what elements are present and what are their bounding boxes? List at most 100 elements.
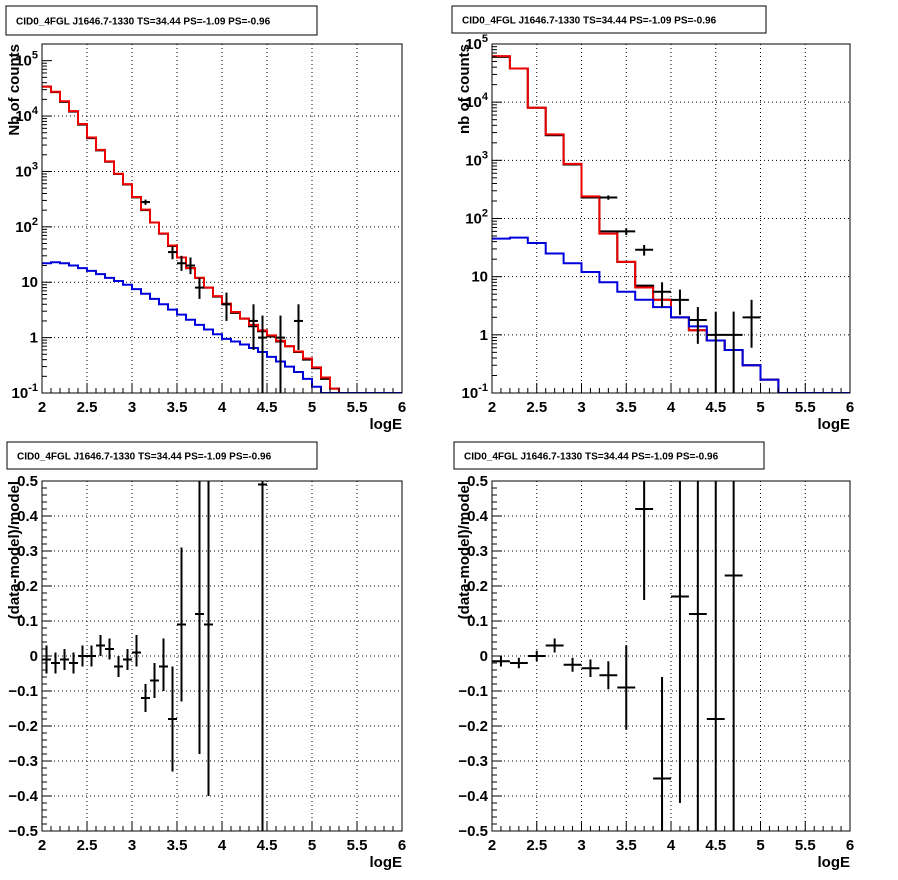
counts-left-point <box>177 255 186 271</box>
counts-left-title-box <box>5 5 318 36</box>
resid-right-point <box>617 645 636 730</box>
resid-right-point <box>635 481 654 600</box>
counts-left-x-tick-label: 2.5 <box>77 399 98 416</box>
counts-left-y-tick-label: 1 <box>30 330 38 347</box>
resid-right-point <box>527 650 546 662</box>
resid-left-point <box>195 481 204 754</box>
counts-left-point <box>141 199 150 205</box>
counts-left-point <box>258 315 267 393</box>
counts-right-y-tick-label: 105 <box>465 33 488 53</box>
resid-right-x-tick-label: 4 <box>667 837 676 854</box>
resid-left-y-tick-label: 0 <box>30 648 38 665</box>
resid-right-y-tick-label: −0.1 <box>458 683 488 700</box>
resid-left-x-tick-label: 2.5 <box>77 837 98 854</box>
resid-left-point <box>159 638 168 691</box>
resid-right-panel: CID0_4FGL J1646.7-1330 TS=34.44 PS=-1.09… <box>453 441 854 871</box>
counts-right-y-tick-label: 1 <box>480 327 488 344</box>
counts-right-x-tick-label: 3 <box>577 399 585 416</box>
counts-right-point <box>671 289 689 315</box>
resid-right-y-tick-label: −0.5 <box>458 823 488 840</box>
resid-right-y-tick-label: 0.2 <box>467 578 488 595</box>
resid-left-x-axis: 2 2.5 3 3.5 4 4.5 5 5.5 6 <box>38 821 406 854</box>
counts-left-panel: CID0_4FGL J1646.7-1330 TS=34.44 PS=-1.09… <box>5 5 406 433</box>
resid-right-x-tick-label: 5.5 <box>795 837 816 854</box>
counts-left-point <box>195 277 204 299</box>
counts-left-y-tick-label: 104 <box>15 105 39 125</box>
counts-left-y-axis: 10-1 1 10 102 103 104 105 <box>12 50 52 402</box>
resid-left-point <box>69 652 78 674</box>
resid-left-point <box>168 666 177 772</box>
counts-left-point <box>276 315 285 393</box>
counts-right-series-2 <box>492 236 850 393</box>
counts-left-title: CID0_4FGL J1646.7-1330 TS=34.44 PS=-1.09… <box>16 17 271 28</box>
counts-left-x-label: logE <box>370 416 403 433</box>
resid-left-y-axis: −0.5 −0.4 −0.3 −0.2 −0.1 0 0.1 0.2 0.3 0.4 0.5 <box>8 473 52 840</box>
resid-left-point <box>96 635 105 656</box>
resid-right-x-tick-label: 6 <box>846 837 854 854</box>
resid-right-y-tick-label: 0.1 <box>467 613 488 630</box>
resid-right-point <box>563 657 582 672</box>
counts-right-y-tick-label: 10-1 <box>462 382 488 402</box>
resid-right-plot-area <box>492 481 743 831</box>
resid-left-x-tick-label: 4 <box>218 837 227 854</box>
counts-right-x-tick-label: 4.5 <box>705 399 726 416</box>
counts-left-plot-area <box>42 85 402 393</box>
resid-left-grid <box>42 481 402 831</box>
counts-left-x-tick-label: 5 <box>308 399 316 416</box>
resid-right-point <box>671 481 689 803</box>
counts-right-y-tick-label: 103 <box>465 149 488 169</box>
resid-left-point <box>132 635 141 667</box>
resid-left-point <box>204 481 213 796</box>
resid-right-y-tick-label: 0.3 <box>467 543 488 560</box>
counts-left-point <box>186 257 195 275</box>
resid-left-y-tick-label: −0.4 <box>8 788 38 805</box>
resid-left-plot-area <box>42 481 267 831</box>
counts-left-x-tick-label: 5.5 <box>347 399 368 416</box>
resid-left-y-tick-label: −0.3 <box>8 753 38 770</box>
counts-right-x-tick-label: 2 <box>488 399 496 416</box>
resid-right-point <box>492 656 510 667</box>
counts-right-point <box>635 245 654 256</box>
counts-left-point <box>222 292 231 321</box>
counts-right-point <box>724 311 743 393</box>
resid-right-x-axis: 2 2.5 3 3.5 4 4.5 5 5.5 6 <box>488 821 854 854</box>
counts-left-x-tick-label: 2 <box>38 399 46 416</box>
resid-right-y-tick-label: −0.3 <box>458 753 488 770</box>
counts-right-x-tick-label: 5 <box>756 399 764 416</box>
resid-right-x-tick-label: 5 <box>756 837 764 854</box>
resid-left-x-tick-label: 5 <box>308 837 316 854</box>
resid-right-point <box>581 659 600 677</box>
counts-right-y-axis: 10-1 1 10 102 103 104 105 <box>462 33 502 402</box>
counts-left-y-tick-label: 10 <box>21 274 38 291</box>
resid-right-y-tick-label: 0 <box>480 648 488 665</box>
counts-right-y-tick-label: 102 <box>465 208 488 228</box>
counts-left-point <box>294 304 303 350</box>
counts-left-point <box>249 304 258 350</box>
resid-left-y-tick-label: 0.1 <box>17 613 38 630</box>
resid-left-point <box>105 638 114 660</box>
counts-right-panel: CID0_4FGL J1646.7-1330 TS=34.44 PS=-1.09… <box>451 5 854 433</box>
counts-left-x-tick-label: 3.5 <box>167 399 188 416</box>
resid-right-y-axis: −0.5 −0.4 −0.3 −0.2 −0.1 0 0.1 0.2 0.3 0.4 0.5 <box>458 473 502 840</box>
resid-right-x-tick-label: 2.5 <box>526 837 547 854</box>
counts-right-point <box>653 282 671 308</box>
resid-left-point <box>114 656 123 677</box>
resid-left-point <box>60 649 69 670</box>
resid-right-point <box>599 661 618 690</box>
resid-left-title: CID0_4FGL J1646.7-1330 TS=34.44 PS=-1.09… <box>17 452 272 463</box>
resid-left-y-tick-label: 0.4 <box>17 508 39 525</box>
counts-right-x-tick-label: 4 <box>667 399 676 416</box>
resid-left-point <box>177 547 186 702</box>
resid-left-x-tick-label: 4.5 <box>257 837 278 854</box>
counts-left-x-tick-label: 4 <box>218 399 227 416</box>
resid-right-y-tick-label: 0.5 <box>467 473 488 490</box>
resid-right-x-tick-label: 4.5 <box>705 837 726 854</box>
counts-left-x-tick-label: 3 <box>128 399 136 416</box>
counts-left-y-tick-label: 102 <box>15 216 38 236</box>
counts-right-y-label: nb of counts <box>456 44 473 134</box>
resid-left-x-tick-label: 3.5 <box>167 837 188 854</box>
resid-right-y-tick-label: −0.2 <box>458 718 488 735</box>
counts-left-y-label: Nb of counts <box>6 44 23 136</box>
